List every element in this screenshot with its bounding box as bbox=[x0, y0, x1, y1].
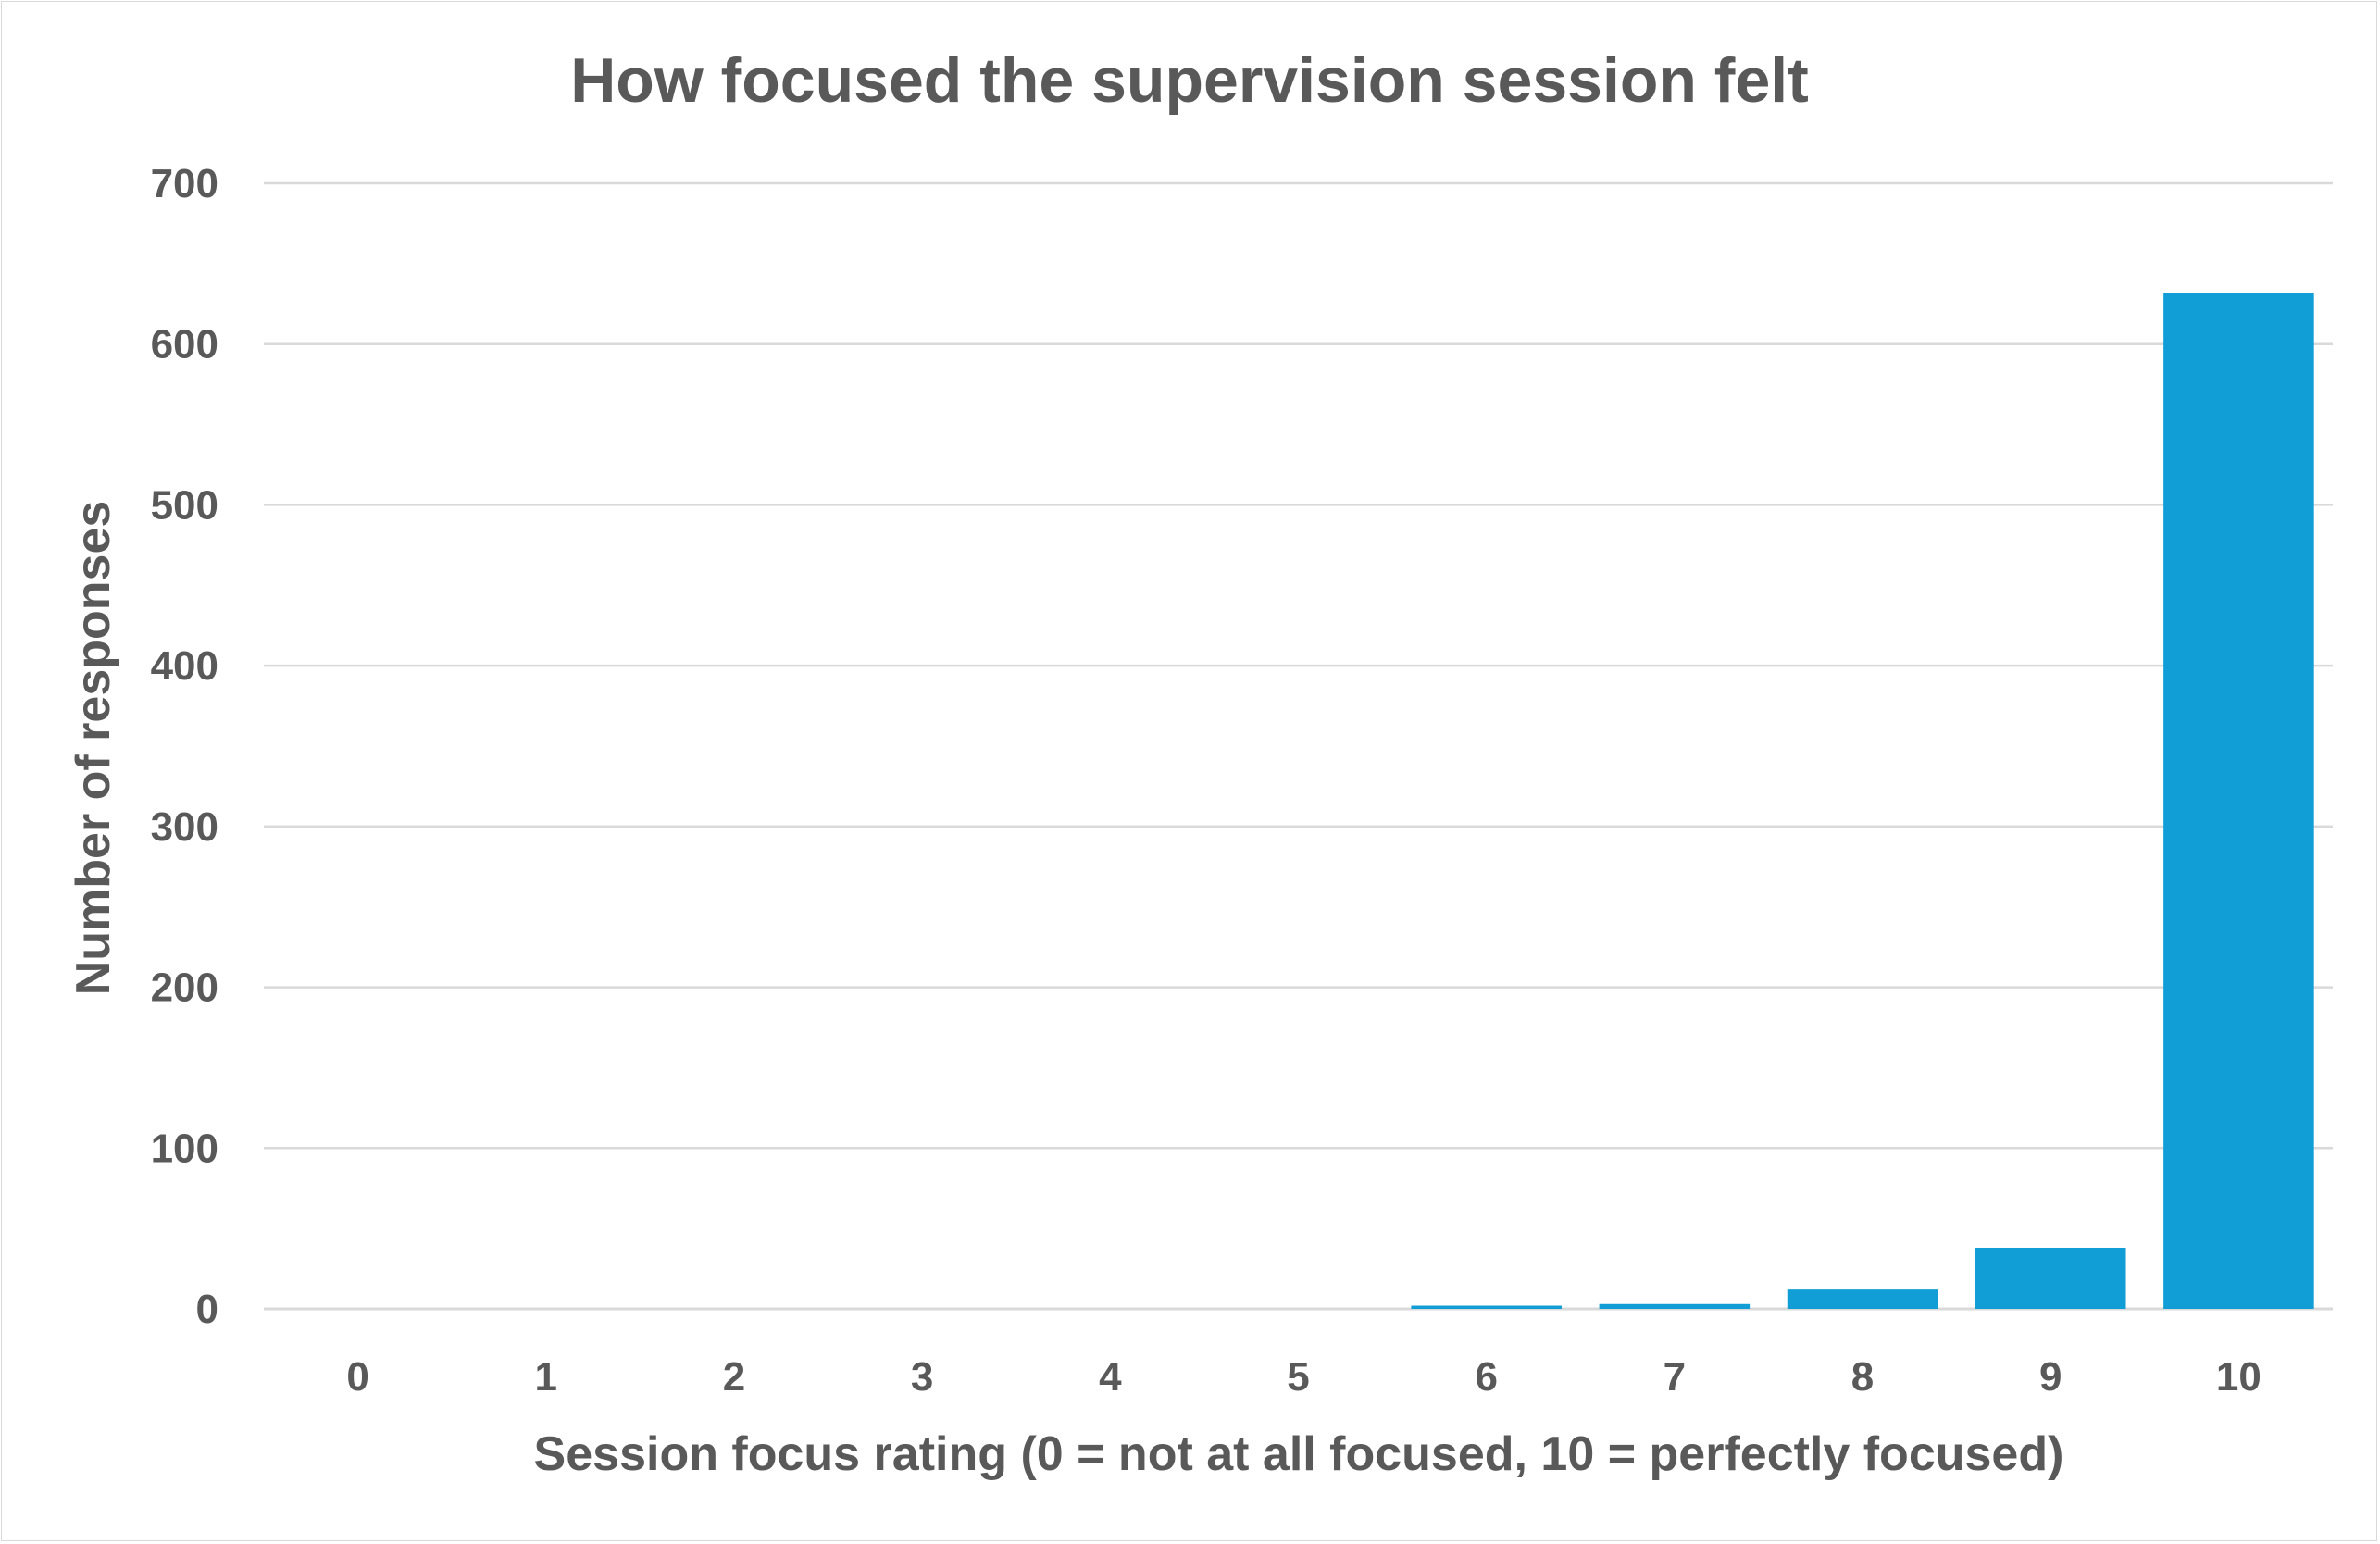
y-axis-title: Number of responses bbox=[67, 501, 120, 996]
y-tick-label: 300 bbox=[151, 804, 218, 850]
chart-title: How focused the supervision session felt bbox=[570, 45, 1809, 116]
bars bbox=[1411, 293, 2314, 1309]
y-tick-label: 500 bbox=[151, 482, 218, 528]
bar-9 bbox=[1975, 1247, 2126, 1309]
x-axis-ticks: 0 1 2 3 4 5 6 7 8 9 10 bbox=[346, 1354, 2262, 1400]
x-tick-label: 10 bbox=[2216, 1354, 2262, 1400]
bar-8 bbox=[1787, 1289, 1938, 1309]
gridlines bbox=[264, 181, 2333, 1311]
y-tick-label: 0 bbox=[196, 1287, 218, 1332]
bar-6 bbox=[1411, 1305, 1562, 1309]
y-tick-label: 200 bbox=[151, 965, 218, 1011]
y-tick-label: 700 bbox=[151, 161, 218, 206]
bar-7 bbox=[1599, 1303, 1751, 1309]
x-tick-label: 4 bbox=[1099, 1354, 1122, 1400]
x-tick-label: 7 bbox=[1664, 1354, 1686, 1400]
bar-10 bbox=[2163, 293, 2314, 1309]
x-axis-title: Session focus rating (0 = not at all foc… bbox=[534, 1427, 2064, 1481]
x-tick-label: 6 bbox=[1475, 1354, 1497, 1400]
x-tick-label: 1 bbox=[535, 1354, 557, 1400]
x-tick-label: 2 bbox=[723, 1354, 745, 1400]
y-tick-label: 400 bbox=[151, 643, 218, 689]
y-axis-ticks: 0 100 200 300 400 500 600 700 bbox=[151, 161, 218, 1332]
x-tick-label: 3 bbox=[911, 1354, 933, 1400]
y-tick-label: 100 bbox=[151, 1126, 218, 1171]
x-tick-label: 0 bbox=[346, 1354, 368, 1400]
x-tick-label: 5 bbox=[1287, 1354, 1309, 1400]
x-tick-label: 8 bbox=[1851, 1354, 1874, 1400]
y-tick-label: 600 bbox=[151, 322, 218, 367]
x-tick-label: 9 bbox=[2039, 1354, 2062, 1400]
